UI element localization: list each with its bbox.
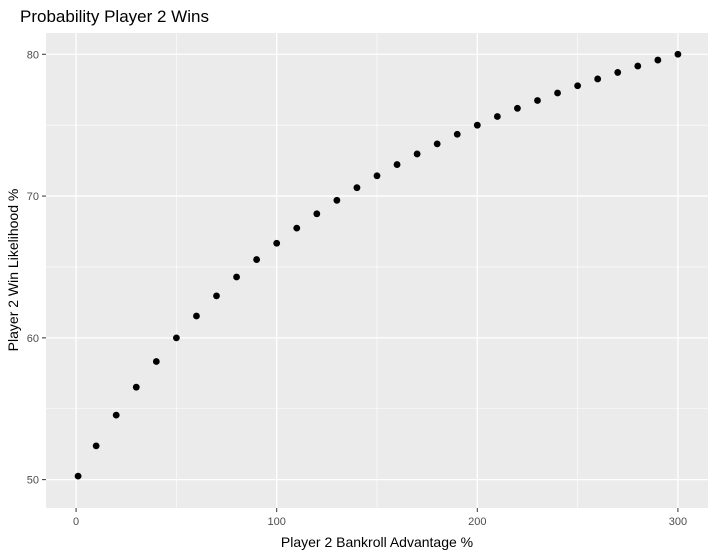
major-gridlines	[46, 33, 708, 508]
x-tick-label: 300	[669, 516, 687, 528]
y-tick-label: 50	[27, 475, 39, 487]
data-point	[453, 130, 461, 138]
x-axis-title: Player 2 Bankroll Advantage %	[281, 534, 473, 550]
data-point	[112, 411, 120, 419]
x-tick-label: 0	[73, 516, 79, 528]
data-point	[353, 184, 361, 192]
data-point	[674, 50, 682, 58]
y-axis: 50 60 70 80	[27, 49, 46, 487]
data-point	[152, 358, 160, 365]
data-point	[313, 210, 321, 218]
y-tick-label: 80	[27, 49, 39, 61]
data-point	[193, 312, 200, 320]
data-point	[654, 56, 662, 64]
data-point	[634, 62, 642, 70]
data-point	[74, 472, 82, 480]
data-point	[273, 239, 281, 247]
data-point	[233, 273, 240, 281]
data-point	[393, 161, 401, 168]
data-point	[554, 89, 561, 97]
data-point	[293, 224, 301, 232]
data-point	[253, 256, 261, 263]
data-point	[514, 104, 521, 112]
y-tick-label: 60	[27, 333, 39, 345]
data-point	[594, 75, 602, 83]
chart-title: Probability Player 2 Wins	[20, 7, 209, 26]
data-point	[132, 383, 140, 391]
data-point	[172, 334, 180, 342]
data-point	[614, 69, 622, 76]
data-point	[373, 172, 381, 180]
minor-gridlines	[46, 33, 708, 508]
data-point	[493, 113, 501, 120]
data-points	[74, 50, 682, 480]
data-point	[433, 140, 441, 148]
data-point	[92, 442, 100, 450]
data-point	[413, 150, 421, 158]
data-point	[333, 196, 341, 204]
x-axis: 0 100 200 300	[73, 508, 687, 528]
data-point	[534, 97, 541, 104]
x-tick-label: 200	[468, 516, 486, 528]
data-point	[213, 292, 220, 300]
y-axis-title: Player 2 Win Likelihood %	[5, 189, 21, 352]
y-tick-label: 70	[27, 191, 39, 203]
data-point	[574, 82, 582, 90]
data-point	[473, 121, 481, 129]
x-tick-label: 100	[268, 516, 286, 528]
